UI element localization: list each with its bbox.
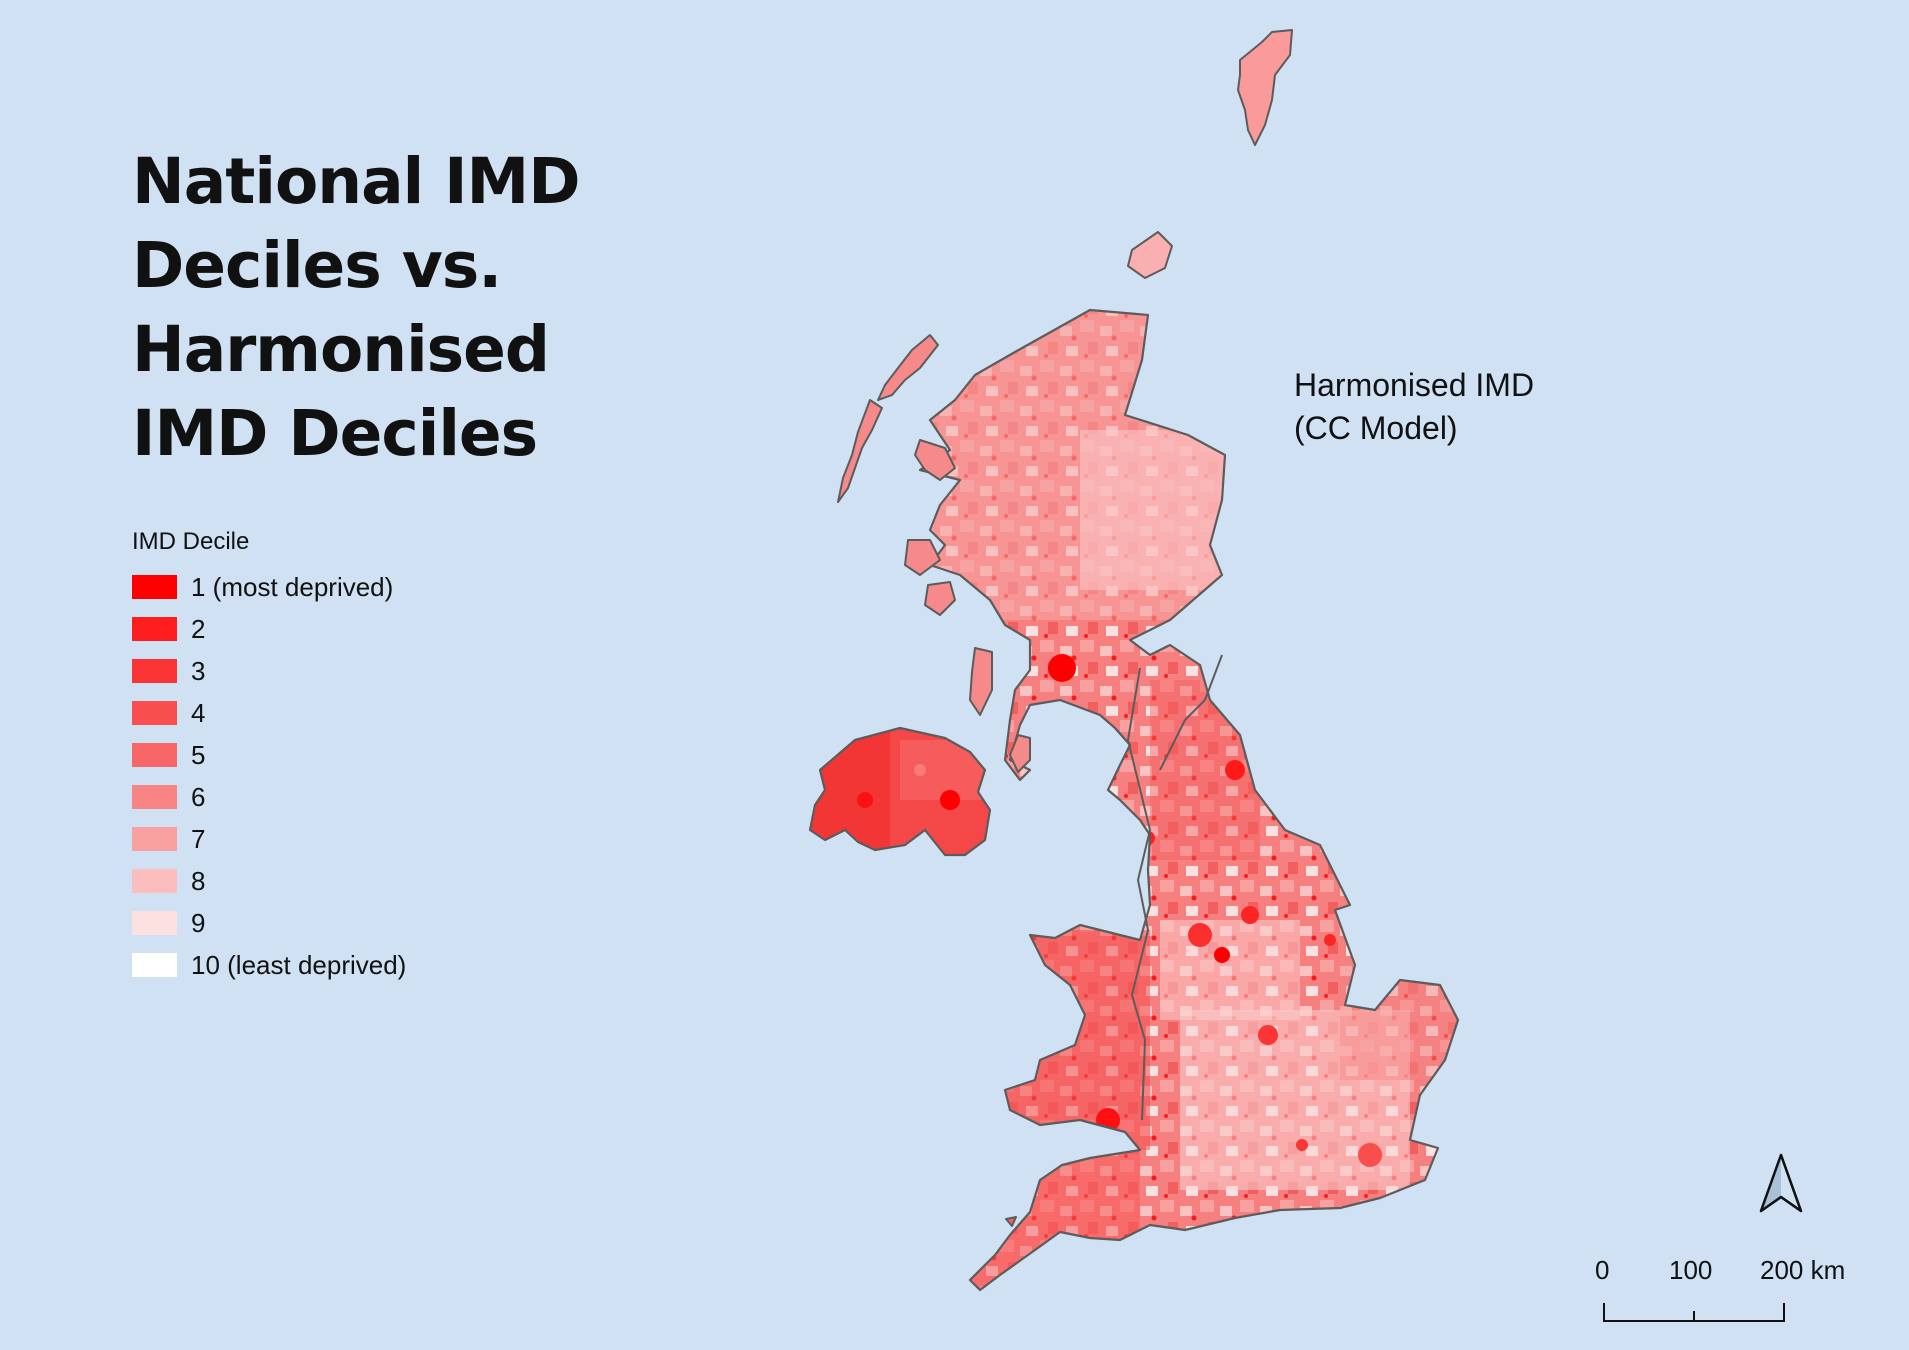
legend-item: 3 xyxy=(132,650,406,692)
great-britain-landmass xyxy=(918,308,1460,1292)
map-label-line-2: (CC Model) xyxy=(1294,410,1458,446)
north-arrow-icon xyxy=(1759,1153,1803,1213)
legend-item: 1 (most deprived) xyxy=(132,566,406,608)
legend-item: 9 xyxy=(132,902,406,944)
title-line-3: Harmonised xyxy=(132,313,550,386)
title-line-1: National IMD xyxy=(132,145,581,218)
legend-label: 8 xyxy=(191,865,206,896)
legend-swatch xyxy=(132,701,177,725)
legend-swatch xyxy=(132,911,177,935)
legend-item: 4 xyxy=(132,692,406,734)
legend-swatch xyxy=(132,617,177,641)
legend-label: 4 xyxy=(191,697,206,728)
legend-swatch xyxy=(132,953,177,977)
scale-tick-100: 100 xyxy=(1669,1255,1713,1285)
legend-swatch xyxy=(132,659,177,683)
title-line-2: Deciles vs. xyxy=(132,229,502,302)
map-title: National IMD Deciles vs. Harmonised IMD … xyxy=(132,140,652,476)
legend-item: 2 xyxy=(132,608,406,650)
legend: IMD Decile 1 (most deprived) 2 3 4 5 6 7 8 9 10 (… xyxy=(132,528,406,986)
legend-label: 5 xyxy=(191,739,206,770)
map-label-line-1: Harmonised IMD xyxy=(1294,367,1535,403)
map-label: Harmonised IMD (CC Model) xyxy=(1294,364,1534,450)
legend-swatch xyxy=(132,743,177,767)
northern-ireland-landmass xyxy=(808,726,992,857)
legend-item: 10 (least deprived) xyxy=(132,944,406,986)
scale-tick-0: 0 xyxy=(1595,1255,1610,1285)
legend-swatch xyxy=(132,785,177,809)
legend-label: 2 xyxy=(191,613,206,644)
legend-label: 7 xyxy=(191,823,206,854)
scottish-islands xyxy=(837,29,1293,1227)
scale-bar: 0 100 200 km xyxy=(1580,1255,1880,1335)
legend-label: 10 (least deprived) xyxy=(191,949,407,980)
legend-item: 7 xyxy=(132,818,406,860)
legend-swatch xyxy=(132,827,177,851)
scale-tick-200: 200 km xyxy=(1760,1255,1846,1285)
legend-swatch xyxy=(132,575,177,599)
legend-item: 6 xyxy=(132,776,406,818)
scale-bar-line xyxy=(1603,1303,1785,1322)
legend-item: 8 xyxy=(132,860,406,902)
legend-swatch xyxy=(132,869,177,893)
legend-label: 3 xyxy=(191,655,206,686)
title-line-4: IMD Deciles xyxy=(132,397,538,470)
legend-item: 5 xyxy=(132,734,406,776)
legend-label: 6 xyxy=(191,781,206,812)
legend-label: 9 xyxy=(191,907,206,938)
legend-title: IMD Decile xyxy=(132,528,250,555)
legend-label: 1 (most deprived) xyxy=(191,571,394,602)
